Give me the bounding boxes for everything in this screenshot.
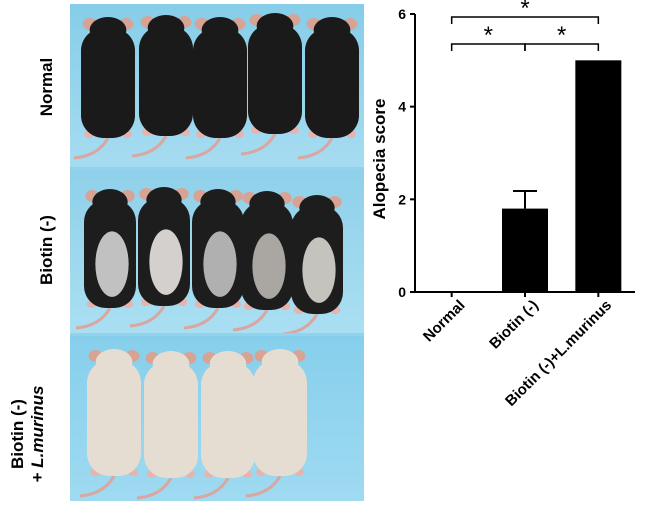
- significance-bracket-3: [524, 43, 600, 51]
- mouse-biotin-minus-2: [129, 187, 190, 328]
- y-tick-label: 2: [398, 191, 406, 207]
- mouse-biotin-minus-5: [282, 195, 343, 336]
- mouse-biotin-murinus-2: [136, 351, 198, 500]
- mouse-biotin-minus-3: [183, 189, 244, 330]
- mouse-biotin-minus-1: [75, 189, 136, 330]
- x-tick-label-2: Biotin (-): [486, 297, 542, 353]
- mouse-normal-4: [240, 13, 302, 156]
- significance-star-2: *: [484, 22, 493, 49]
- photo-row-biotin-minus: [70, 170, 364, 336]
- mice-biotin-minus-image: [75, 187, 343, 336]
- mouse-biotin-minus-4: [232, 191, 293, 332]
- bar-2: [502, 208, 548, 292]
- mouse-normal-1: [73, 17, 135, 160]
- significance-bracket-1: [450, 16, 600, 24]
- mouse-normal-5: [297, 17, 359, 160]
- photo-row-normal: [70, 4, 364, 167]
- bar-3: [575, 60, 622, 293]
- mouse-normal-3: [185, 17, 247, 160]
- mouse-biotin-murinus-4: [245, 349, 307, 498]
- mice-normal-image: [73, 13, 359, 160]
- y-tick-label: 6: [398, 6, 406, 22]
- mice-biotin-murinus-image: [79, 349, 307, 500]
- y-tick-label: 0: [398, 284, 406, 300]
- mouse-biotin-murinus-1: [79, 349, 141, 498]
- significance-star-1: *: [520, 0, 529, 22]
- significance-star-3: *: [557, 22, 566, 49]
- x-tick-label-1: Normal: [420, 297, 469, 346]
- mouse-normal-2: [131, 15, 193, 158]
- y-axis-label: Alopecia score: [370, 99, 389, 220]
- mouse-biotin-murinus-3: [193, 351, 255, 500]
- mouse-photo-panel: [70, 4, 364, 501]
- y-tick-label: 4: [398, 99, 406, 115]
- photo-row-biotin-murinus: [70, 336, 364, 501]
